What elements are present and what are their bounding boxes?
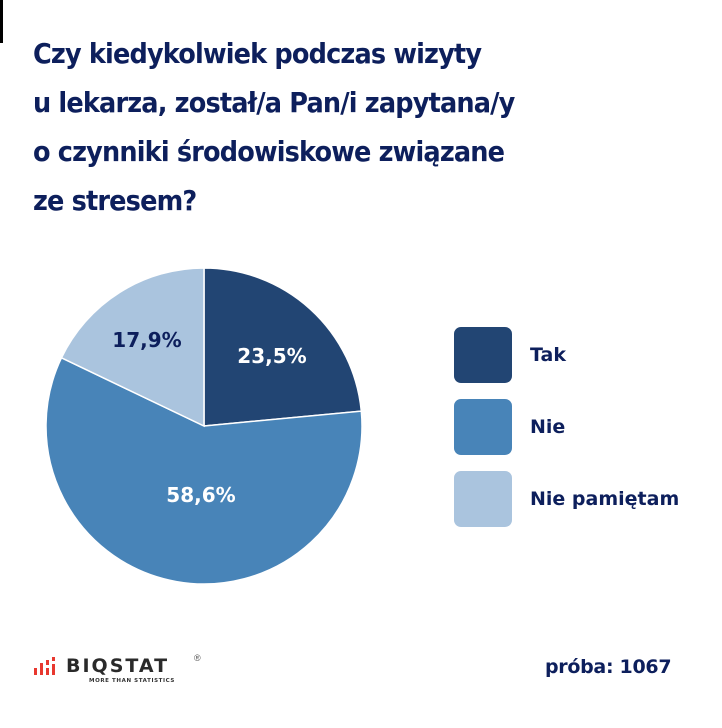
- legend-swatch: [454, 398, 512, 455]
- bar-chart-logo-icon: [34, 657, 55, 675]
- pie-slice-nie-pamiętam: [60, 267, 205, 428]
- legend: Tak Nie Nie pamiętam: [454, 326, 679, 542]
- pie-slice-nie: [45, 356, 363, 585]
- legend-item-tak: Tak: [454, 326, 679, 383]
- biostat-logo: BIQSTAT ® MORE THAN STATISTICS: [34, 653, 224, 685]
- legend-label: Nie pamiętam: [530, 487, 680, 510]
- legend-swatch: [454, 326, 512, 383]
- title-line: u lekarza, został/a Pan/i zapytana/y: [33, 87, 515, 119]
- chart-title: Czy kiedykolwiek podczas wizyty u lekarz…: [33, 30, 647, 226]
- title-line: o czynniki środowiskowe związane: [33, 136, 505, 168]
- legend-label: Tak: [530, 343, 566, 366]
- legend-label: Nie: [530, 415, 566, 438]
- pie-svg: [45, 267, 363, 585]
- pie-chart: 23,5% 58,6% 17,9%: [40, 262, 370, 592]
- legend-swatch: [454, 470, 512, 527]
- registered-mark: ®: [194, 653, 201, 663]
- pie-slice-tak: [203, 267, 363, 427]
- sample-size: próba: 1067: [545, 656, 672, 678]
- slice-label-nie-pamietam: 17,9%: [112, 328, 182, 352]
- logo-tagline: MORE THAN STATISTICS: [89, 678, 175, 684]
- legend-item-nie-pamietam: Nie pamiętam: [454, 470, 679, 527]
- slice-label-tak: 23,5%: [237, 344, 307, 368]
- title-line: Czy kiedykolwiek podczas wizyty: [33, 38, 482, 70]
- logo-wordmark: BIQSTAT: [66, 655, 170, 677]
- edge-bar: [0, 0, 3, 43]
- title-line: ze stresem?: [33, 185, 197, 217]
- legend-item-nie: Nie: [454, 398, 679, 455]
- slice-label-nie: 58,6%: [166, 483, 236, 507]
